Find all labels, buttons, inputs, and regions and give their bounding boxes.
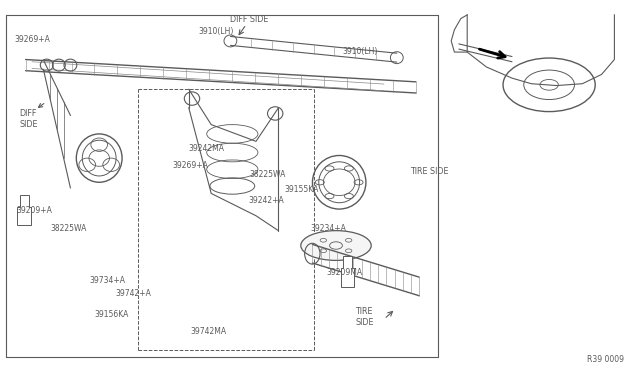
Text: 3910(LH): 3910(LH) (198, 27, 234, 36)
Text: 39234+A: 39234+A (310, 224, 346, 233)
Text: 39734+A: 39734+A (90, 276, 125, 285)
Text: DIFF SIDE: DIFF SIDE (230, 15, 269, 24)
Text: 39742+A: 39742+A (115, 289, 151, 298)
Text: 39742MA: 39742MA (191, 327, 227, 336)
Text: R39 0009: R39 0009 (587, 355, 624, 364)
Text: TIRE SIDE: TIRE SIDE (410, 167, 448, 176)
Text: 39155KA: 39155KA (285, 185, 319, 194)
Ellipse shape (301, 231, 371, 260)
Text: 39269+A: 39269+A (173, 161, 209, 170)
Text: 39209+A: 39209+A (16, 206, 52, 215)
Text: 39242+A: 39242+A (248, 196, 284, 205)
Text: 38225WA: 38225WA (250, 170, 286, 179)
Text: 39209MA: 39209MA (326, 268, 362, 277)
Polygon shape (340, 257, 355, 286)
Text: 38225WA: 38225WA (50, 224, 86, 233)
Text: 3910(LH): 3910(LH) (342, 47, 378, 56)
Polygon shape (17, 195, 31, 225)
Text: 39269+A: 39269+A (14, 35, 50, 44)
Text: DIFF
SIDE: DIFF SIDE (19, 109, 38, 129)
Text: 39242MA: 39242MA (189, 144, 225, 153)
Text: 39156KA: 39156KA (95, 310, 129, 319)
Text: TIRE
SIDE: TIRE SIDE (355, 307, 374, 327)
